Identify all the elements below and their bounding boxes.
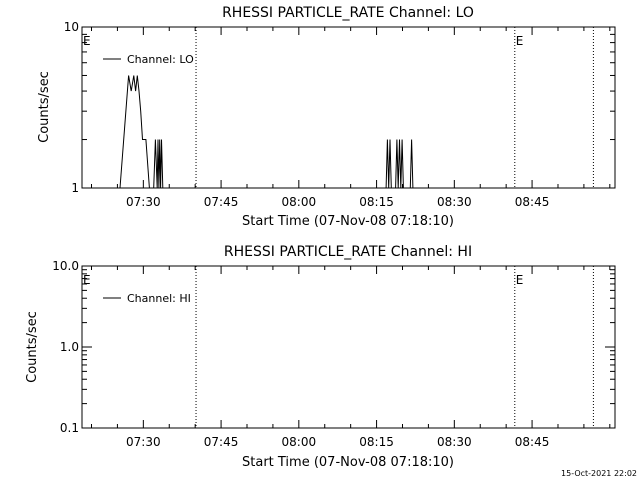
lo-x-tick-label: 08:45 (515, 195, 550, 209)
lo-x-tick-label: 08:15 (359, 195, 394, 209)
hi-x-tick-label: 08:15 (359, 435, 394, 449)
lo-chart-panel: RHESSI PARTICLE_RATE Channel: LO Counts/… (37, 5, 616, 229)
lo-x-tick-label: 08:00 (282, 195, 317, 209)
lo-legend-label: Channel: LO (127, 53, 194, 66)
hi-x-axis-label: Start Time (07-Nov-08 07:18:10) (242, 455, 454, 470)
lo-y-axis-label: Counts/sec (37, 71, 52, 143)
hi-y-tick-label: 1.0 (60, 340, 79, 354)
hi-annotation-e: E (516, 273, 524, 287)
hi-x-tick-label: 07:30 (126, 435, 161, 449)
hi-plot-frame (81, 265, 616, 429)
hi-x-tick-label: 08:30 (437, 435, 472, 449)
lo-legend: Channel: LO (103, 53, 194, 66)
hi-y-axis-label: Counts/sec (25, 311, 40, 383)
hi-chart-title: RHESSI PARTICLE_RATE Channel: HI (224, 244, 472, 260)
hi-x-tick-label: 08:00 (282, 435, 317, 449)
lo-x-tick-label: 07:30 (126, 195, 161, 209)
hi-chart-panel: RHESSI PARTICLE_RATE Channel: HI Counts/… (25, 244, 616, 470)
hi-y-tick-label: 0.1 (60, 421, 79, 435)
lo-x-tick-label: 08:30 (437, 195, 472, 209)
lo-y-tick-label: 10 (64, 20, 79, 34)
hi-annotation-e: E (83, 273, 91, 287)
hi-y-tick-label: 10.0 (52, 259, 79, 273)
hi-legend-label: Channel: HI (127, 292, 191, 305)
hi-x-tick-label: 07:45 (204, 435, 239, 449)
lo-annotation-e: E (83, 34, 91, 48)
lo-y-tick-label: 1 (71, 181, 79, 195)
lo-chart-title: RHESSI PARTICLE_RATE Channel: LO (222, 5, 474, 21)
lo-series-line (119, 75, 415, 189)
lo-annotation-e: E (516, 34, 524, 48)
lo-x-axis-label: Start Time (07-Nov-08 07:18:10) (242, 214, 454, 229)
lo-x-tick-label: 07:45 (204, 195, 239, 209)
timestamp-footer: 15-Oct-2021 22:02 (561, 469, 637, 478)
hi-legend: Channel: HI (103, 292, 191, 305)
hi-x-tick-label: 08:45 (515, 435, 550, 449)
